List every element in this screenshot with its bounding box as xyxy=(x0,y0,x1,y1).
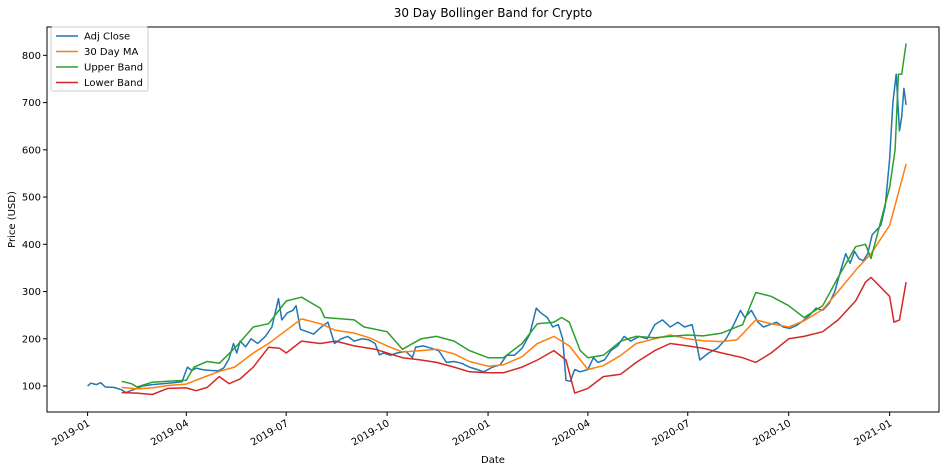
x-axis: 2019-01 2019-04 2019-07 2019-10 2020-01 2020-… xyxy=(50,412,894,448)
legend-entry-label: Lower Band xyxy=(84,78,143,89)
x-tick-label: 2020-07 xyxy=(651,418,693,448)
y-axis: 100 200 300 400 500 600 700 800 xyxy=(22,51,47,393)
x-axis-label: Date xyxy=(481,455,505,466)
series-line-30-day-ma xyxy=(121,163,907,390)
series-line-adj-close xyxy=(87,73,907,394)
x-tick-label: 2020-04 xyxy=(551,418,593,448)
x-tick-label: 2019-10 xyxy=(350,418,392,448)
legend-entry-label: Upper Band xyxy=(84,63,143,74)
x-tick-label: 2020-10 xyxy=(751,418,793,448)
y-tick-label: 600 xyxy=(22,145,41,156)
x-tick-label: 2020-01 xyxy=(451,418,493,448)
series-line-lower-band xyxy=(121,276,907,396)
y-tick-label: 400 xyxy=(22,240,41,251)
x-tick-label: 2019-07 xyxy=(249,418,291,448)
y-tick-label: 100 xyxy=(22,382,41,393)
series-line-upper-band xyxy=(121,43,907,388)
y-tick-label: 800 xyxy=(22,51,41,62)
y-axis-label: Price (USD) xyxy=(7,191,18,248)
x-tick-label: 2019-01 xyxy=(50,418,92,448)
y-tick-label: 300 xyxy=(22,287,41,298)
plot-area xyxy=(46,26,940,413)
legend-box xyxy=(50,26,149,92)
chart-title: 30 Day Bollinger Band for Crypto xyxy=(394,6,593,20)
y-tick-label: 700 xyxy=(22,98,41,109)
y-tick-label: 200 xyxy=(22,334,41,345)
y-tick-label: 500 xyxy=(22,193,41,204)
x-tick-label: 2019-04 xyxy=(149,418,191,448)
legend-entry-label: Adj Close xyxy=(84,32,130,43)
legend-entry-label: 30 Day MA xyxy=(84,47,138,58)
legend: Adj Close 30 Day MA Upper Band Lower Band xyxy=(50,26,149,92)
series-layer xyxy=(87,43,907,396)
x-tick-label: 2021-01 xyxy=(852,418,894,448)
